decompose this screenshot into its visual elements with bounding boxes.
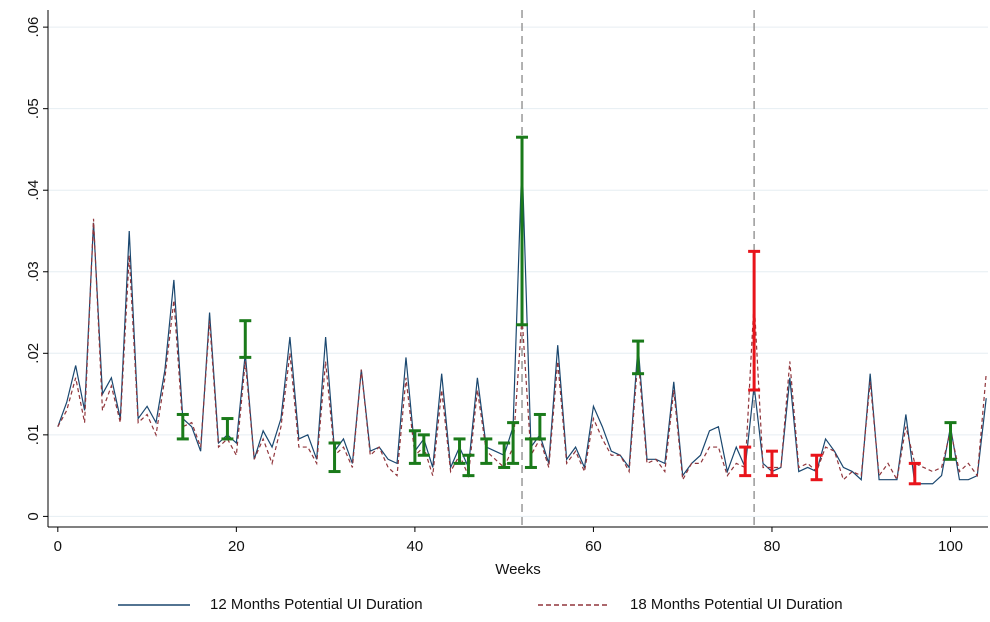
x-tick-label: 100: [938, 538, 963, 555]
y-tick-label: .02: [25, 343, 42, 364]
legend-label: 12 Months Potential UI Duration: [210, 596, 423, 613]
data-line: [57, 218, 987, 482]
y-tick-label: 0: [25, 512, 42, 520]
x-tick-label: 0: [54, 538, 62, 555]
y-tick-label: .03: [25, 261, 42, 282]
y-tick-label: .04: [25, 180, 42, 201]
y-tick-label: .05: [25, 98, 42, 119]
x-tick-label: 60: [585, 538, 602, 555]
x-axis-label: Weeks: [495, 561, 541, 578]
y-tick-label: .06: [25, 17, 42, 38]
x-tick-label: 80: [764, 538, 781, 555]
x-tick-label: 40: [407, 538, 424, 555]
legend-label: 18 Months Potential UI Duration: [630, 596, 843, 613]
x-tick-label: 20: [228, 538, 245, 555]
y-tick-label: .01: [25, 424, 42, 445]
